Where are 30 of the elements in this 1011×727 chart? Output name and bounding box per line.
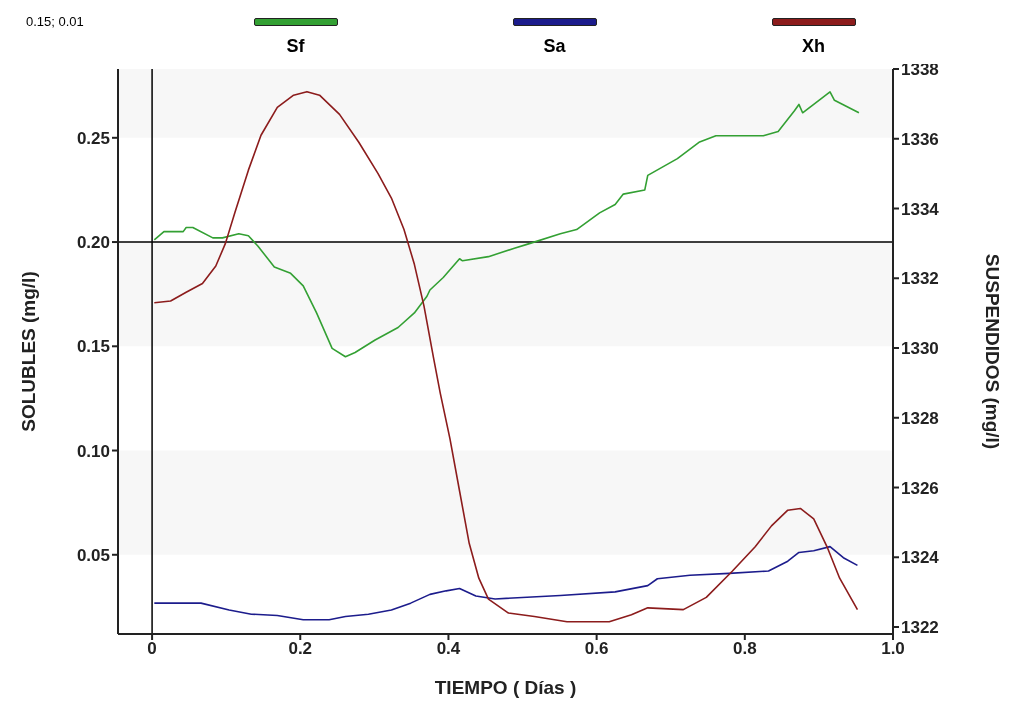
x-tick-label: 0.4 [436, 639, 461, 659]
legend-label: Sf [286, 36, 305, 57]
y2-tick-label: 1322 [901, 618, 939, 638]
x-tick-label: 0.8 [733, 639, 757, 659]
x-tick-label: 0.2 [288, 639, 313, 659]
y2-tick-label: 1324 [901, 548, 940, 568]
y-axis-title: SOLUBLES (mg/l) [17, 271, 39, 432]
y2-tick-label: 1336 [901, 129, 939, 149]
text: 0.15; 0.01 [26, 14, 84, 29]
x-tick-label: 0 [147, 639, 157, 659]
x-tick-label: 0.6 [584, 639, 609, 659]
line-series [153, 91, 860, 358]
y-tick-label: 0.05 [76, 545, 110, 565]
line-series [153, 545, 859, 621]
x-tick-label: 1.0 [881, 639, 905, 659]
x-axis-title: TIEMPO ( Días ) [434, 677, 577, 698]
y2-tick-label: 1330 [901, 339, 939, 359]
legend-label: Sa [543, 36, 566, 57]
y2-tick-label: 1326 [901, 478, 939, 498]
y-tick-label: 0.25 [76, 128, 110, 148]
y2-axis-title: SUSPENDIDOS (mg/l) [982, 253, 1004, 450]
y2-tick-label: 1338 [901, 60, 939, 80]
legend-label: Xh [801, 36, 825, 57]
y2-tick-label: 1328 [901, 408, 939, 428]
y2-tick-label: 1332 [901, 269, 939, 289]
y-tick-label: 0.20 [76, 233, 110, 253]
y-tick-label: 0.15 [76, 337, 110, 357]
y2-tick-label: 1334 [901, 199, 940, 219]
line-series [153, 90, 859, 623]
y-tick-label: 0.10 [76, 441, 110, 461]
